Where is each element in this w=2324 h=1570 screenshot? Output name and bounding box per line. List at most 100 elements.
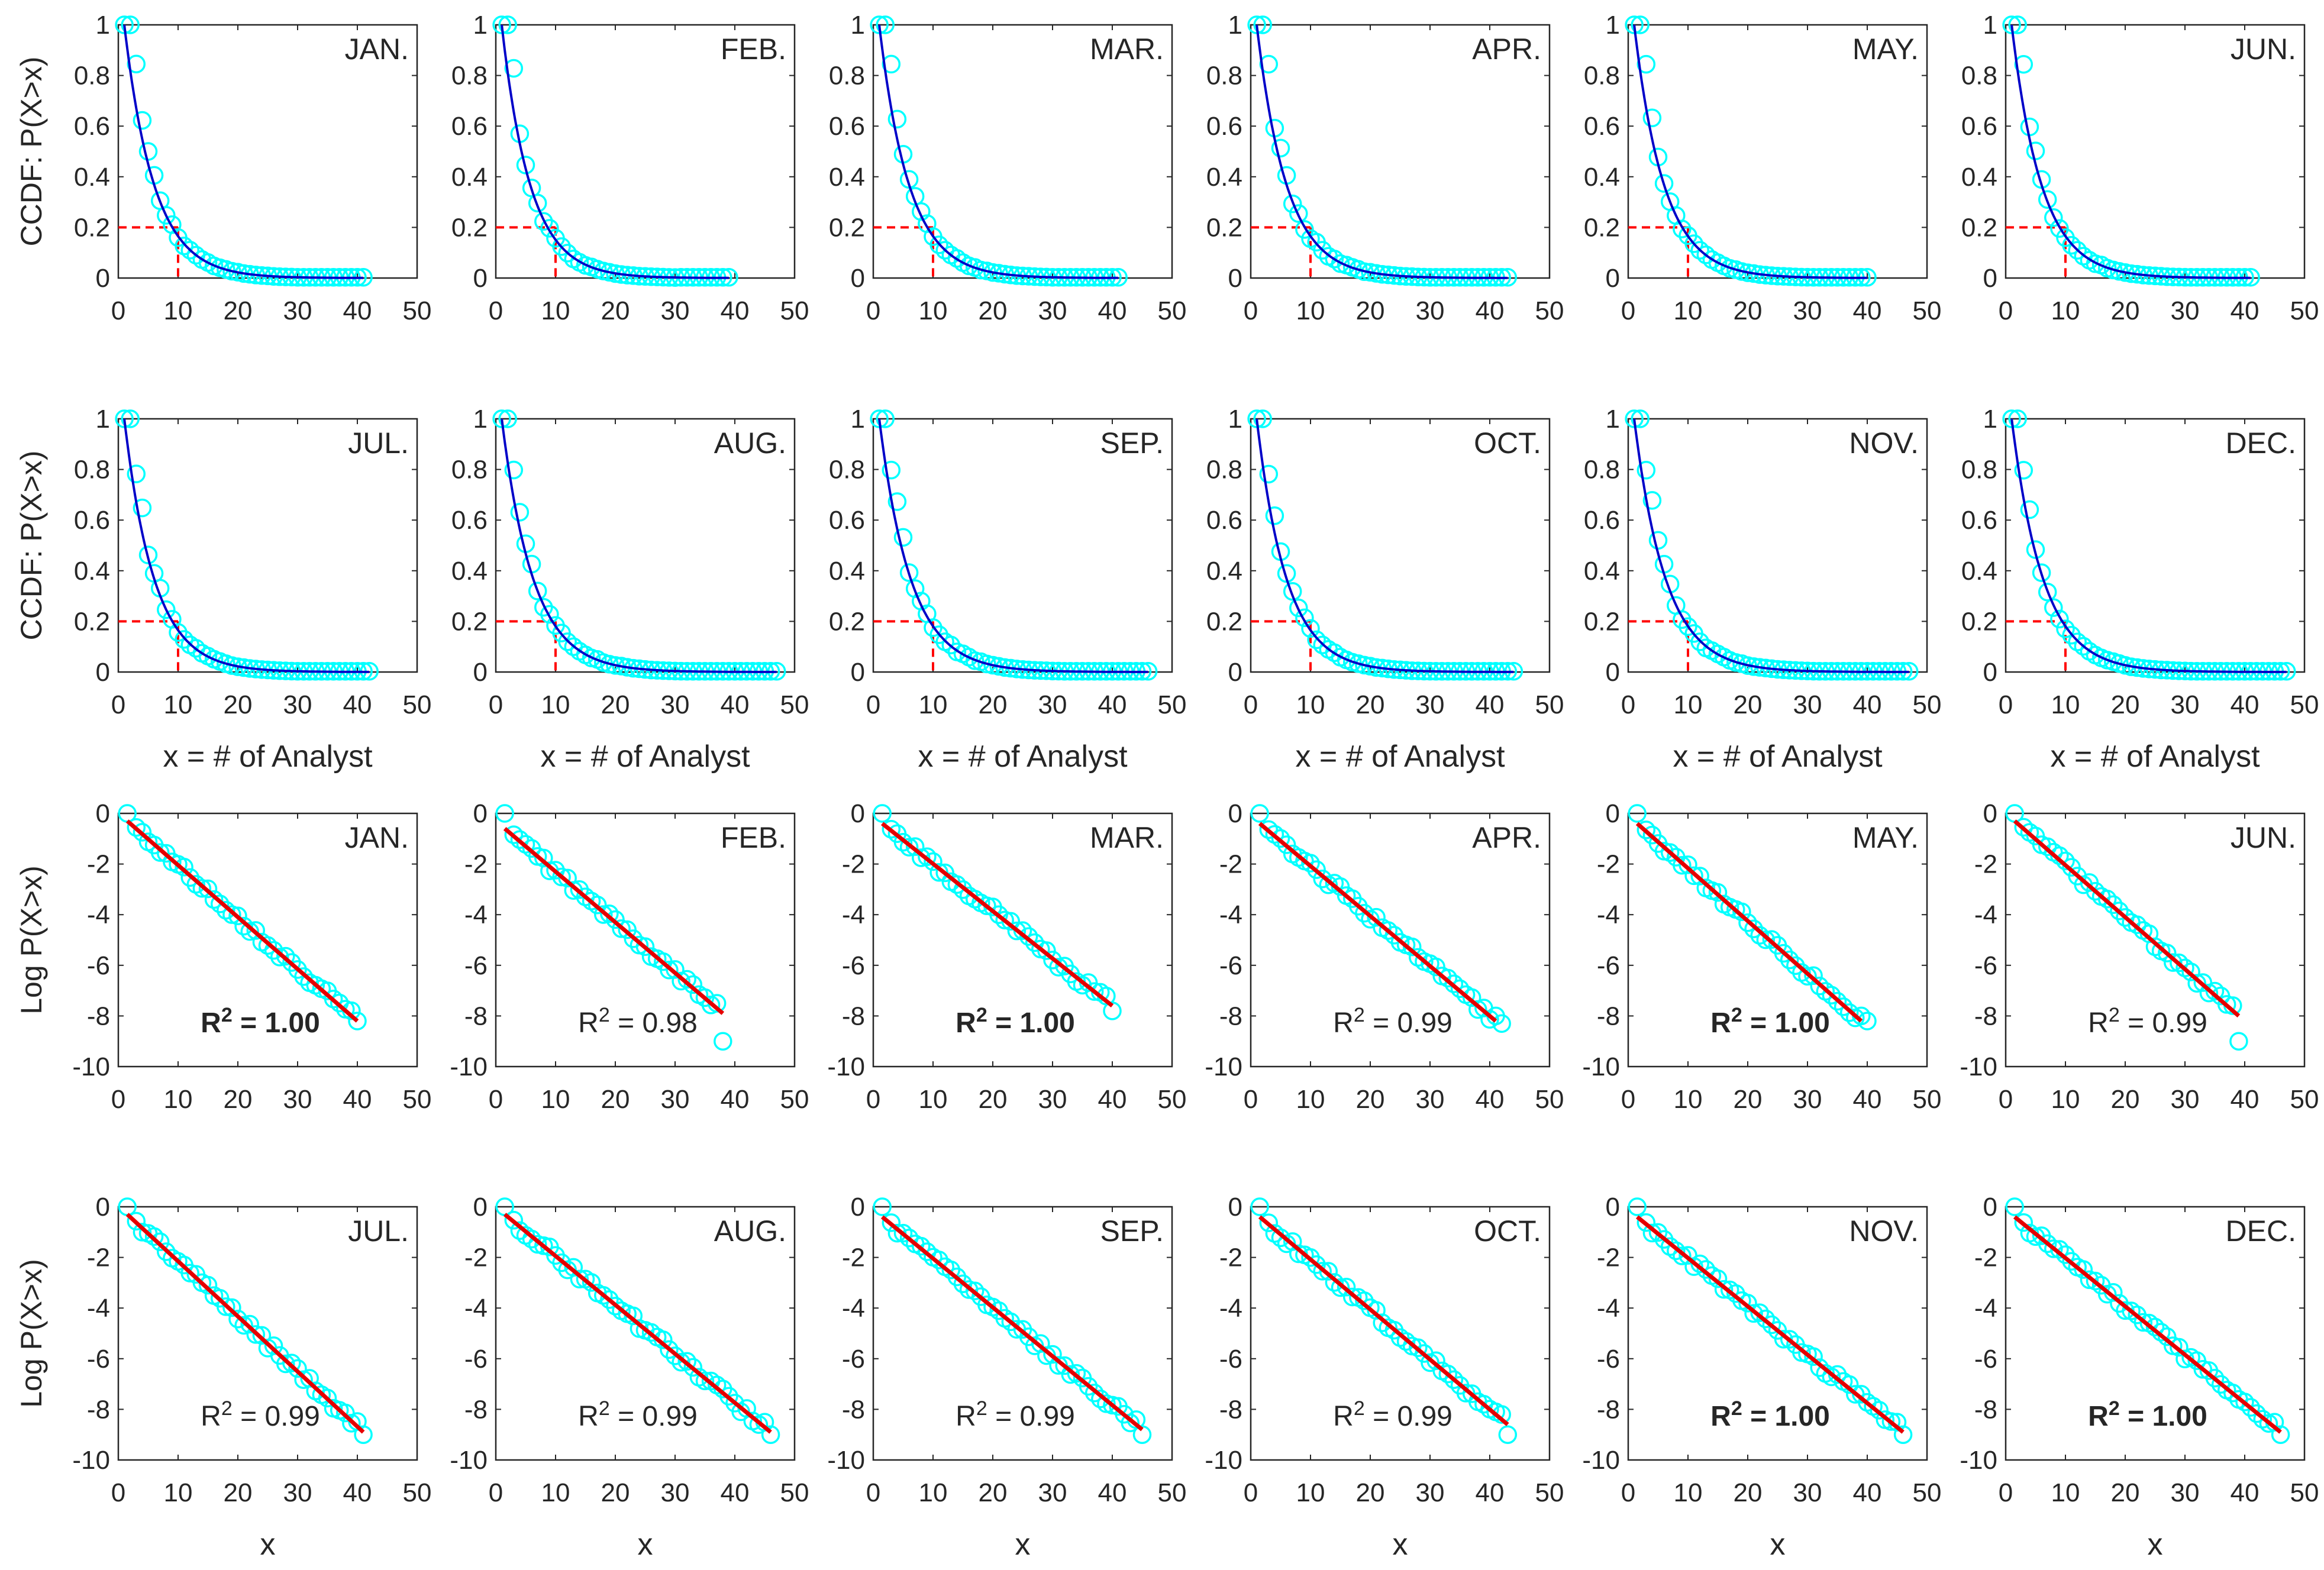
x-tick-label: 40 [2231, 1478, 2260, 1507]
data-point [2151, 1323, 2171, 1342]
subplot-log-jun: 0 10 20 30 40 50 -10 -8 -6 -4 -2 0 JUN. R2 = 0.99 [1960, 799, 2319, 1114]
axes-box [872, 418, 1173, 673]
x-tick-label: 40 [721, 296, 750, 325]
data-point [1631, 409, 1650, 428]
x-tick-label: 30 [1038, 690, 1067, 719]
x-tick-label: 0 [866, 296, 880, 325]
y-tick-label: -10 [1960, 1446, 1997, 1475]
data-point [1325, 250, 1344, 269]
exponential-fit-curve [878, 418, 1148, 673]
data-point [2074, 1260, 2093, 1279]
data-point [1642, 108, 1662, 128]
y-tick-label: 0.4 [451, 163, 488, 192]
data-point [876, 15, 895, 34]
x-axis-label: x [2148, 1527, 2163, 1562]
y-tick-label: -10 [827, 1446, 865, 1475]
month-label: MAR. [1090, 821, 1164, 854]
data-point [1250, 804, 1269, 823]
y-tick-label: -4 [87, 1294, 110, 1323]
r-squared-label: R2 = 0.99 [1333, 1397, 1452, 1432]
y-tick-label: -2 [1219, 1243, 1242, 1272]
data-point [270, 948, 289, 967]
exponential-fit-curve [1633, 418, 1909, 673]
data-point [240, 1314, 259, 1334]
data-point [198, 879, 218, 899]
data-point [1367, 907, 1386, 927]
data-point [882, 54, 901, 74]
data-point [276, 946, 295, 966]
data-point [2014, 54, 2034, 74]
y-tick-label: 0.4 [829, 163, 865, 192]
data-point [1061, 1365, 1080, 1384]
data-point [1271, 829, 1290, 848]
data-point [1637, 820, 1656, 839]
data-point [1750, 926, 1769, 945]
exponential-fit-curve [1255, 24, 1508, 279]
y-tick-label: 0.6 [1584, 506, 1620, 535]
y-tick-label: 0 [1606, 1193, 1620, 1222]
data-point [2205, 1368, 2225, 1388]
y-tick-label: -4 [842, 1294, 865, 1323]
y-tick-label: 0.4 [74, 163, 110, 192]
x-tick-label: 40 [721, 1085, 750, 1114]
data-point [1331, 1278, 1350, 1297]
data-point [929, 863, 948, 882]
r-squared-label: R2 = 0.99 [2088, 1004, 2207, 1039]
y-tick-label: -2 [87, 1243, 110, 1272]
y-axis-label: CCDF: P(X>x) [15, 57, 48, 247]
x-tick-label: 0 [489, 1478, 503, 1507]
data-point [2008, 409, 2027, 428]
month-label: MAY. [1852, 821, 1919, 854]
data-point [1762, 1315, 1781, 1335]
data-point [965, 1281, 985, 1300]
data-point [540, 861, 559, 880]
y-tick-label: 0.4 [1961, 163, 1997, 192]
x-tick-label: 50 [780, 1085, 809, 1114]
data-point [929, 1251, 948, 1269]
data-point [121, 409, 140, 428]
data-point [1259, 464, 1279, 484]
data-point [1289, 204, 1308, 223]
data-point [582, 1273, 601, 1292]
y-tick-label: 0 [851, 799, 865, 828]
data-point [600, 1290, 619, 1309]
data-point [2097, 890, 2117, 909]
y-tick-label: 0.2 [451, 213, 488, 242]
data-point [2104, 895, 2123, 915]
y-tick-label: 0.4 [1206, 557, 1242, 586]
x-tick-label: 30 [1416, 1085, 1445, 1114]
x-tick-label: 50 [1913, 296, 1942, 325]
y-tick-label: -2 [1597, 850, 1620, 879]
linear-fit-line [1635, 1215, 1905, 1434]
y-tick-label: 0.8 [1584, 62, 1620, 91]
data-point [540, 605, 559, 624]
data-point [294, 967, 313, 986]
subplot-log-mar: 0 10 20 30 40 50 -10 -8 -6 -4 -2 0 MAR. R2 = 1.00 [827, 799, 1186, 1114]
x-tick-label: 40 [343, 1085, 372, 1114]
x-axis-label: x [1770, 1527, 1786, 1562]
r-squared-label: R2 = 1.00 [956, 1004, 1075, 1039]
x-tick-label: 40 [1098, 296, 1127, 325]
x-tick-label: 40 [1476, 1085, 1505, 1114]
y-tick-label: -8 [1219, 1002, 1242, 1030]
data-point [1313, 241, 1332, 260]
x-tick-label: 40 [1098, 1085, 1127, 1114]
x-tick-label: 10 [2051, 296, 2080, 325]
x-tick-label: 20 [2111, 1478, 2140, 1507]
r-squared-label: R2 = 0.99 [956, 1397, 1075, 1432]
x-tick-label: 50 [1535, 296, 1564, 325]
x-tick-label: 20 [979, 690, 1008, 719]
x-axis-label: x = # of Analyst [918, 739, 1128, 774]
data-point [600, 904, 619, 923]
data-point [1307, 630, 1326, 650]
x-tick-label: 20 [601, 1478, 630, 1507]
data-point [127, 54, 146, 73]
data-point [1744, 919, 1763, 938]
subplot-ccdf-mar: 0 10 20 30 40 50 0 0.2 0.4 0.6 0.8 1 MAR. [829, 11, 1187, 325]
x-tick-label: 30 [283, 1478, 312, 1507]
data-point [672, 1352, 690, 1372]
x-tick-label: 20 [601, 690, 630, 719]
data-point [246, 921, 266, 940]
data-point [1732, 902, 1751, 922]
axes-box [1627, 1206, 1928, 1461]
